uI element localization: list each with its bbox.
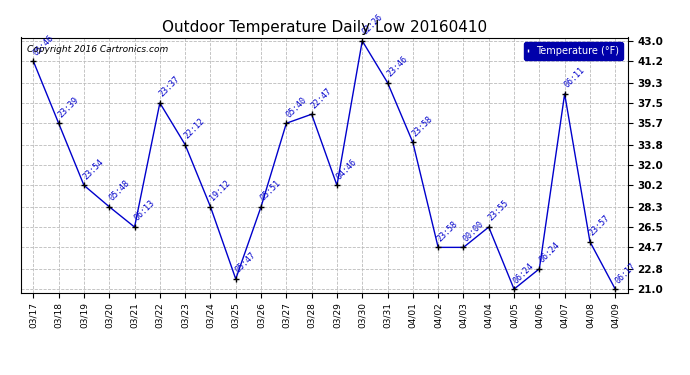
Text: 23:39: 23:39 — [57, 95, 81, 119]
Text: 05:48: 05:48 — [107, 178, 131, 203]
Text: 06:24: 06:24 — [512, 261, 536, 285]
Text: 23:58: 23:58 — [411, 114, 435, 138]
Text: 06:24: 06:24 — [537, 241, 561, 265]
Text: 22:12: 22:12 — [183, 117, 207, 141]
Text: 23:58: 23:58 — [436, 219, 460, 243]
Text: 05:40: 05:40 — [284, 95, 308, 119]
Text: 02:26: 02:26 — [360, 13, 384, 37]
Text: 23:57: 23:57 — [588, 213, 612, 237]
Text: 23:37: 23:37 — [157, 75, 181, 99]
Text: 06:13: 06:13 — [132, 199, 157, 223]
Legend: Temperature (°F): Temperature (°F) — [524, 42, 623, 60]
Title: Outdoor Temperature Daily Low 20160410: Outdoor Temperature Daily Low 20160410 — [161, 20, 487, 35]
Text: 22:47: 22:47 — [309, 86, 333, 110]
Text: 06:17: 06:17 — [613, 261, 637, 285]
Text: 23:54: 23:54 — [81, 157, 106, 181]
Text: 05:46: 05:46 — [31, 33, 55, 57]
Text: 04:46: 04:46 — [335, 157, 359, 181]
Text: 06:11: 06:11 — [562, 66, 586, 90]
Text: 00:00: 00:00 — [461, 219, 485, 243]
Text: Copyright 2016 Cartronics.com: Copyright 2016 Cartronics.com — [27, 45, 168, 54]
Text: 05:51: 05:51 — [259, 178, 283, 203]
Text: 23:55: 23:55 — [486, 199, 511, 223]
Text: 19:12: 19:12 — [208, 178, 233, 203]
Text: 23:46: 23:46 — [385, 54, 409, 78]
Text: 05:47: 05:47 — [233, 251, 257, 275]
